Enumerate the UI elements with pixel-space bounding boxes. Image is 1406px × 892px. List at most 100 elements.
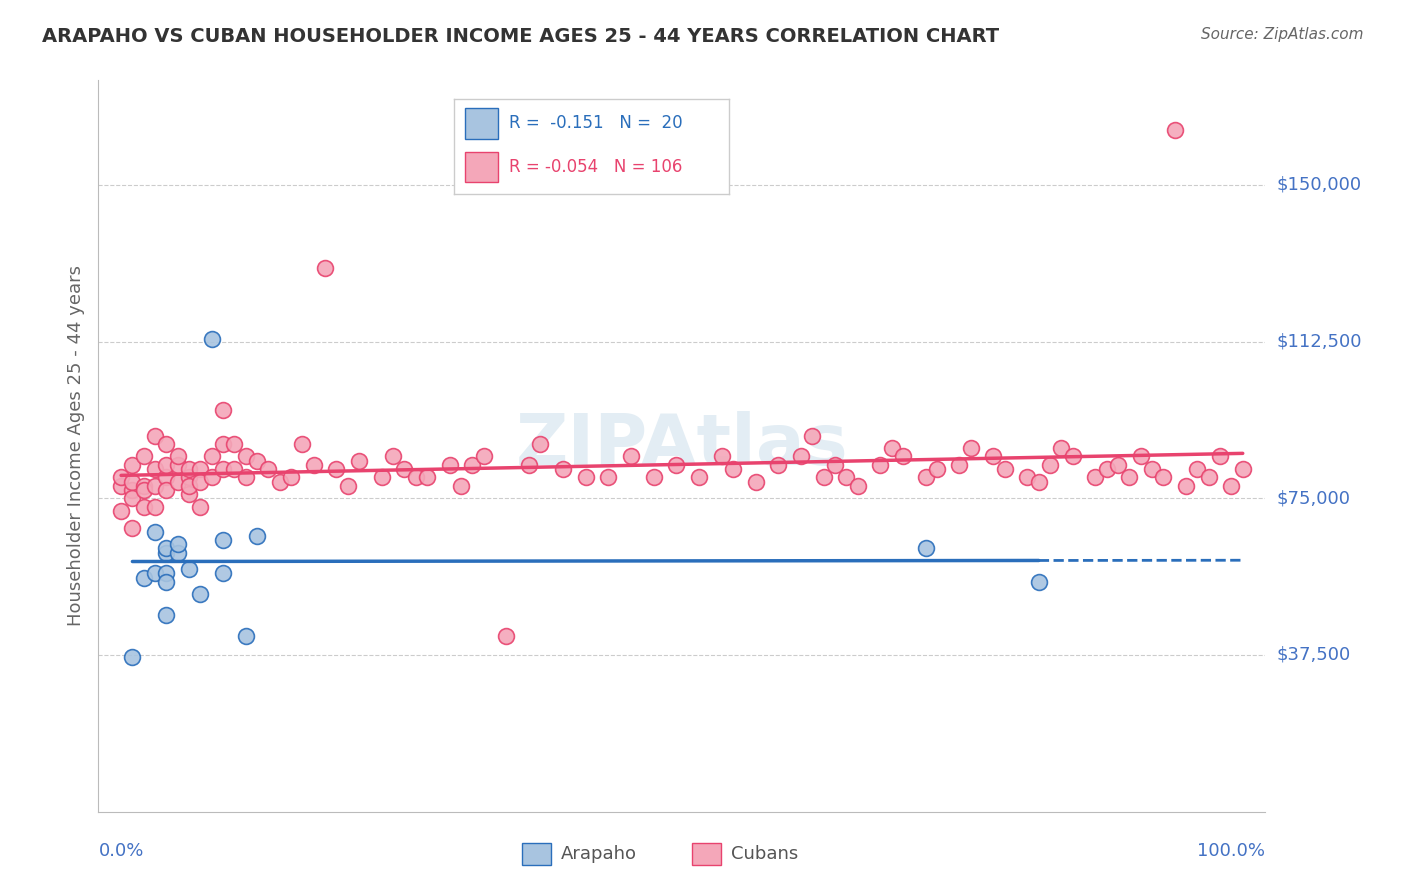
Point — [269, 475, 291, 489]
Point — [121, 483, 143, 497]
Point — [280, 470, 302, 484]
Point — [869, 458, 891, 472]
Point — [246, 529, 269, 543]
Point — [235, 470, 257, 484]
Point — [813, 470, 835, 484]
Point — [257, 462, 280, 476]
Point — [1129, 450, 1152, 464]
Point — [517, 458, 540, 472]
Point — [143, 428, 166, 442]
Point — [620, 450, 643, 464]
Point — [166, 537, 188, 551]
Point — [347, 453, 370, 467]
Point — [824, 458, 846, 472]
Point — [212, 566, 235, 581]
Point — [1062, 450, 1084, 464]
Point — [224, 462, 246, 476]
Point — [143, 566, 166, 581]
Point — [166, 458, 188, 472]
Point — [201, 450, 224, 464]
Point — [688, 470, 710, 484]
Point — [325, 462, 347, 476]
Point — [846, 479, 869, 493]
Point — [948, 458, 970, 472]
Point — [155, 608, 177, 623]
Point — [302, 458, 325, 472]
Text: ZIPAtlas: ZIPAtlas — [516, 411, 848, 481]
Point — [1232, 462, 1254, 476]
Point — [914, 470, 936, 484]
Point — [177, 487, 200, 501]
Point — [1050, 441, 1073, 455]
Point — [1187, 462, 1209, 476]
Point — [155, 437, 177, 451]
Point — [314, 261, 336, 276]
Point — [1107, 458, 1129, 472]
Point — [891, 450, 914, 464]
Point — [143, 524, 166, 539]
Point — [370, 470, 392, 484]
Point — [416, 470, 439, 484]
Point — [529, 437, 551, 451]
Point — [110, 504, 132, 518]
Y-axis label: Householder Income Ages 25 - 44 years: Householder Income Ages 25 - 44 years — [66, 266, 84, 626]
Point — [246, 453, 269, 467]
Point — [121, 650, 143, 665]
Point — [405, 470, 427, 484]
Point — [132, 500, 155, 514]
Point — [382, 450, 405, 464]
Text: ARAPAHO VS CUBAN HOUSEHOLDER INCOME AGES 25 - 44 YEARS CORRELATION CHART: ARAPAHO VS CUBAN HOUSEHOLDER INCOME AGES… — [42, 27, 1000, 45]
Text: $150,000: $150,000 — [1277, 176, 1361, 194]
Point — [166, 545, 188, 559]
Point — [766, 458, 789, 472]
Point — [177, 479, 200, 493]
Point — [155, 574, 177, 589]
Point — [110, 479, 132, 493]
Point — [1175, 479, 1198, 493]
Point — [155, 541, 177, 556]
Point — [495, 629, 517, 643]
Point — [835, 470, 858, 484]
Point — [643, 470, 665, 484]
Point — [110, 470, 132, 484]
Point — [212, 462, 235, 476]
Text: 100.0%: 100.0% — [1198, 842, 1265, 860]
Point — [790, 450, 813, 464]
Point — [121, 458, 143, 472]
Point — [994, 462, 1017, 476]
Point — [224, 437, 246, 451]
Point — [461, 458, 484, 472]
Point — [177, 462, 200, 476]
Point — [959, 441, 981, 455]
Point — [1084, 470, 1107, 484]
Point — [190, 462, 212, 476]
Point — [190, 475, 212, 489]
Point — [166, 450, 188, 464]
Point — [132, 450, 155, 464]
Point — [132, 571, 155, 585]
Point — [132, 479, 155, 493]
Point — [121, 475, 143, 489]
Point — [914, 541, 936, 556]
Point — [121, 491, 143, 506]
Point — [1164, 123, 1187, 137]
Point — [212, 403, 235, 417]
Point — [1039, 458, 1062, 472]
Text: Source: ZipAtlas.com: Source: ZipAtlas.com — [1201, 27, 1364, 42]
Point — [155, 545, 177, 559]
Point — [1028, 475, 1050, 489]
Text: $75,000: $75,000 — [1277, 489, 1351, 508]
Point — [710, 450, 733, 464]
Point — [155, 566, 177, 581]
Point — [190, 500, 212, 514]
Point — [450, 479, 472, 493]
Point — [665, 458, 688, 472]
Point — [201, 470, 224, 484]
Point — [190, 587, 212, 601]
Point — [291, 437, 314, 451]
Point — [212, 533, 235, 547]
Point — [143, 500, 166, 514]
Point — [744, 475, 766, 489]
Point — [235, 450, 257, 464]
Point — [801, 428, 824, 442]
